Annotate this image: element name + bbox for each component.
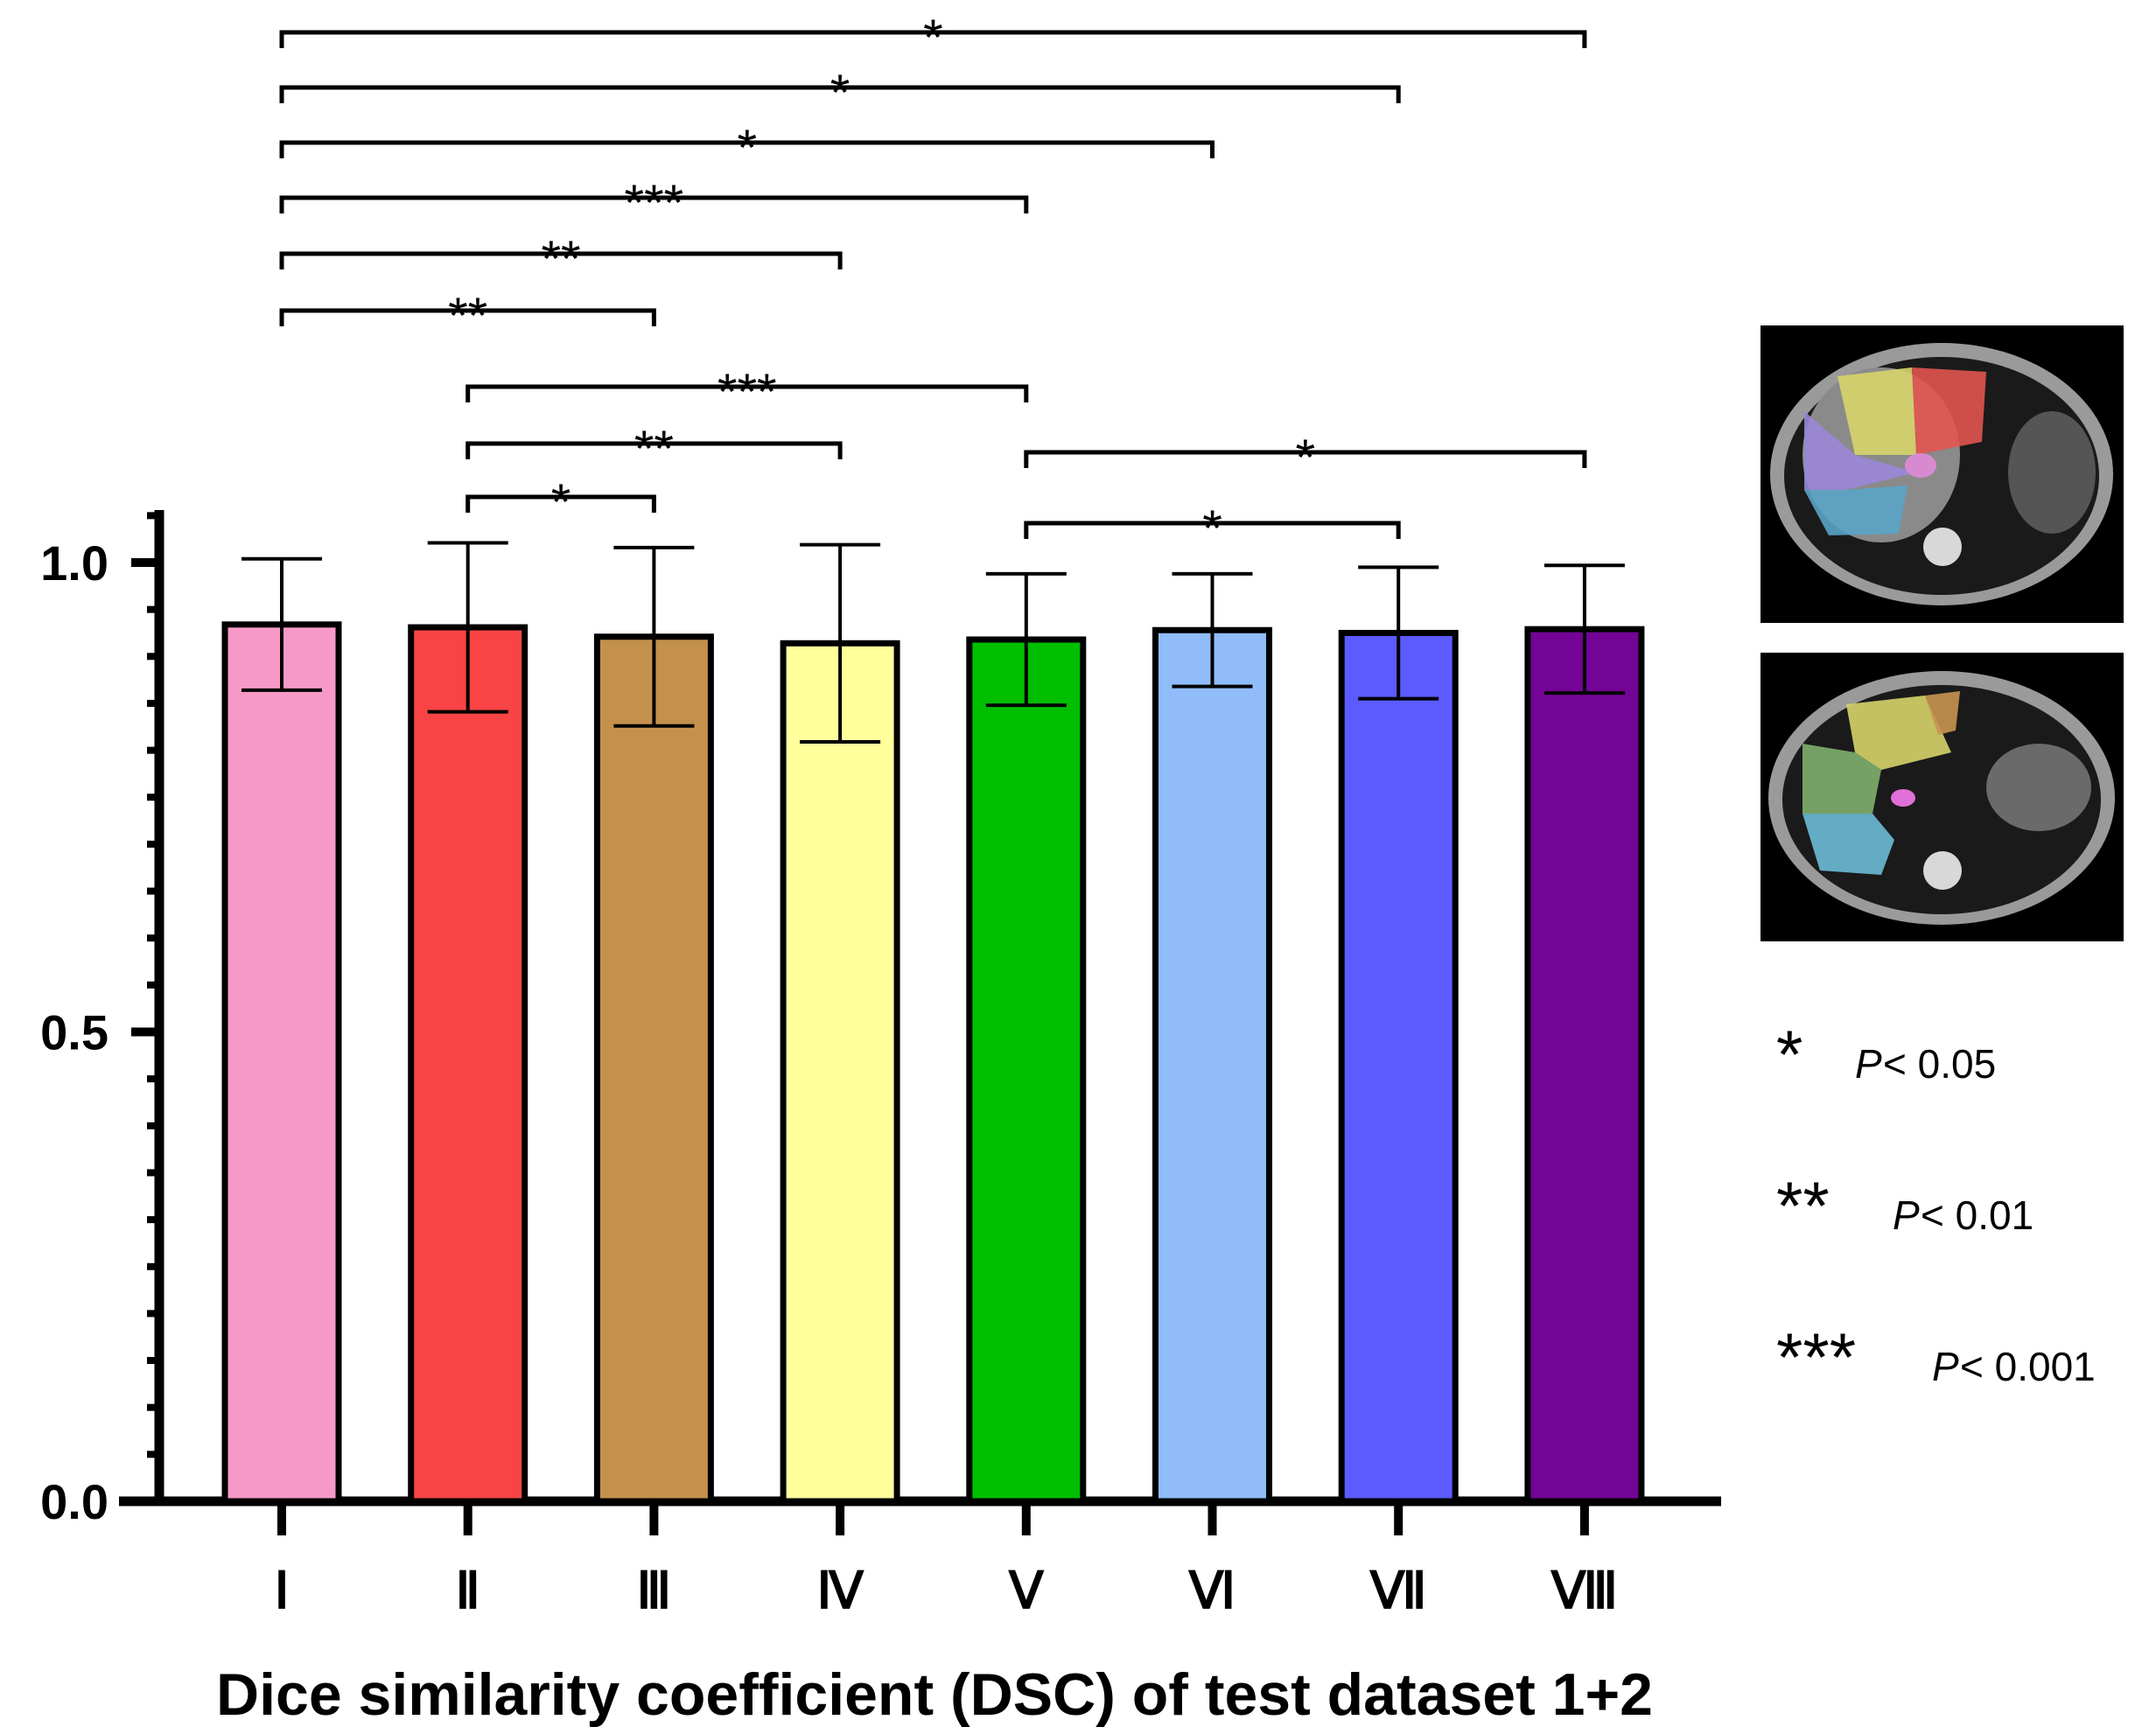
y-axis: 0.0 0.5 1.0 xyxy=(40,510,164,1529)
error-bar xyxy=(1544,563,1625,696)
legend-stars: *** xyxy=(1776,1318,1856,1395)
x-tick-label: Ⅶ xyxy=(1369,1563,1427,1619)
significance-stars: * xyxy=(923,10,943,66)
significance-stars: * xyxy=(1202,500,1222,557)
significance-legend: * P < 0.05 ** P < 0.01 *** P < 0.001 xyxy=(1776,1016,2096,1395)
x-tick-label: Ⅳ xyxy=(816,1563,864,1619)
legend-threshold: < 0.01 xyxy=(1921,1192,2034,1238)
error-bar xyxy=(800,542,881,744)
bar xyxy=(1524,626,1645,1505)
significance-stars: * xyxy=(1296,430,1316,486)
error-bar xyxy=(985,571,1067,708)
significance-bracket: * xyxy=(279,10,1587,66)
significance-bracket: ** xyxy=(279,231,843,288)
significance-bracket: *** xyxy=(466,364,1029,421)
error-bars xyxy=(242,541,1625,744)
legend-p-symbol: P xyxy=(1932,1344,1959,1389)
legend-item: *** P < 0.001 xyxy=(1776,1318,2096,1395)
bar xyxy=(593,633,714,1505)
significance-stars: ** xyxy=(634,421,674,478)
x-tick-label: Ⅴ xyxy=(1008,1563,1045,1619)
y-tick-label: 0.5 xyxy=(40,1005,108,1060)
significance-brackets: ****************** xyxy=(279,10,1587,557)
x-axis-title: Dice similarity coefficient (DSC) of tes… xyxy=(216,1661,1653,1727)
x-tick-label: Ⅱ xyxy=(455,1563,480,1619)
significance-bracket: * xyxy=(466,474,656,531)
significance-stars: ** xyxy=(541,231,580,288)
bar xyxy=(408,624,528,1505)
y-minor-ticks xyxy=(147,512,159,1458)
x-tick-label: Ⅷ xyxy=(1550,1563,1618,1619)
ct-scan-image-bottom xyxy=(1760,653,2124,941)
significance-bracket: * xyxy=(1024,500,1401,557)
error-bar xyxy=(1358,565,1439,701)
bar xyxy=(1152,626,1272,1505)
y-tick-label: 0.0 xyxy=(40,1474,108,1529)
legend-stars: * xyxy=(1776,1016,1802,1093)
bar xyxy=(780,640,900,1505)
y-major-ticks: 0.0 0.5 1.0 xyxy=(40,535,159,1529)
bar xyxy=(221,621,342,1505)
x-tick-label: Ⅲ xyxy=(636,1563,671,1619)
significance-bracket: * xyxy=(279,120,1214,177)
legend-item: * P < 0.05 xyxy=(1776,1016,1996,1093)
significance-bracket: * xyxy=(1024,430,1587,486)
significance-stars: * xyxy=(551,474,571,531)
bar xyxy=(966,636,1087,1505)
error-bar xyxy=(1172,571,1253,689)
significance-stars: *** xyxy=(625,175,684,232)
legend-stars: ** xyxy=(1776,1167,1830,1244)
x-ticks: Ⅰ Ⅱ Ⅲ Ⅳ Ⅴ Ⅵ Ⅶ Ⅷ xyxy=(274,1501,1618,1619)
legend-threshold: < 0.05 xyxy=(1883,1041,1996,1087)
error-bar xyxy=(427,541,508,714)
significance-bracket: ** xyxy=(279,288,656,345)
significance-stars: * xyxy=(737,120,757,177)
x-tick-label: Ⅰ xyxy=(274,1563,289,1619)
x-axis: Ⅰ Ⅱ Ⅲ Ⅳ Ⅴ Ⅵ Ⅶ Ⅷ xyxy=(119,1496,1721,1619)
significance-stars: ** xyxy=(448,288,487,345)
bar xyxy=(1338,629,1459,1505)
legend-p-symbol: P xyxy=(1855,1041,1882,1087)
significance-bracket: ** xyxy=(466,421,843,478)
ct-scan-image-top xyxy=(1760,325,2124,623)
significance-bracket: *** xyxy=(279,175,1029,232)
significance-bracket: * xyxy=(279,65,1401,122)
legend-p-symbol: P xyxy=(1893,1192,1920,1238)
error-bar xyxy=(242,556,322,692)
bars xyxy=(221,621,1645,1505)
legend-item: ** P < 0.01 xyxy=(1776,1167,2034,1244)
significance-stars: *** xyxy=(718,364,777,421)
error-bar xyxy=(613,545,695,728)
x-tick-label: Ⅵ xyxy=(1188,1563,1236,1619)
significance-stars: * xyxy=(830,65,850,122)
y-tick-label: 1.0 xyxy=(40,535,108,591)
legend-threshold: < 0.001 xyxy=(1960,1344,2096,1389)
